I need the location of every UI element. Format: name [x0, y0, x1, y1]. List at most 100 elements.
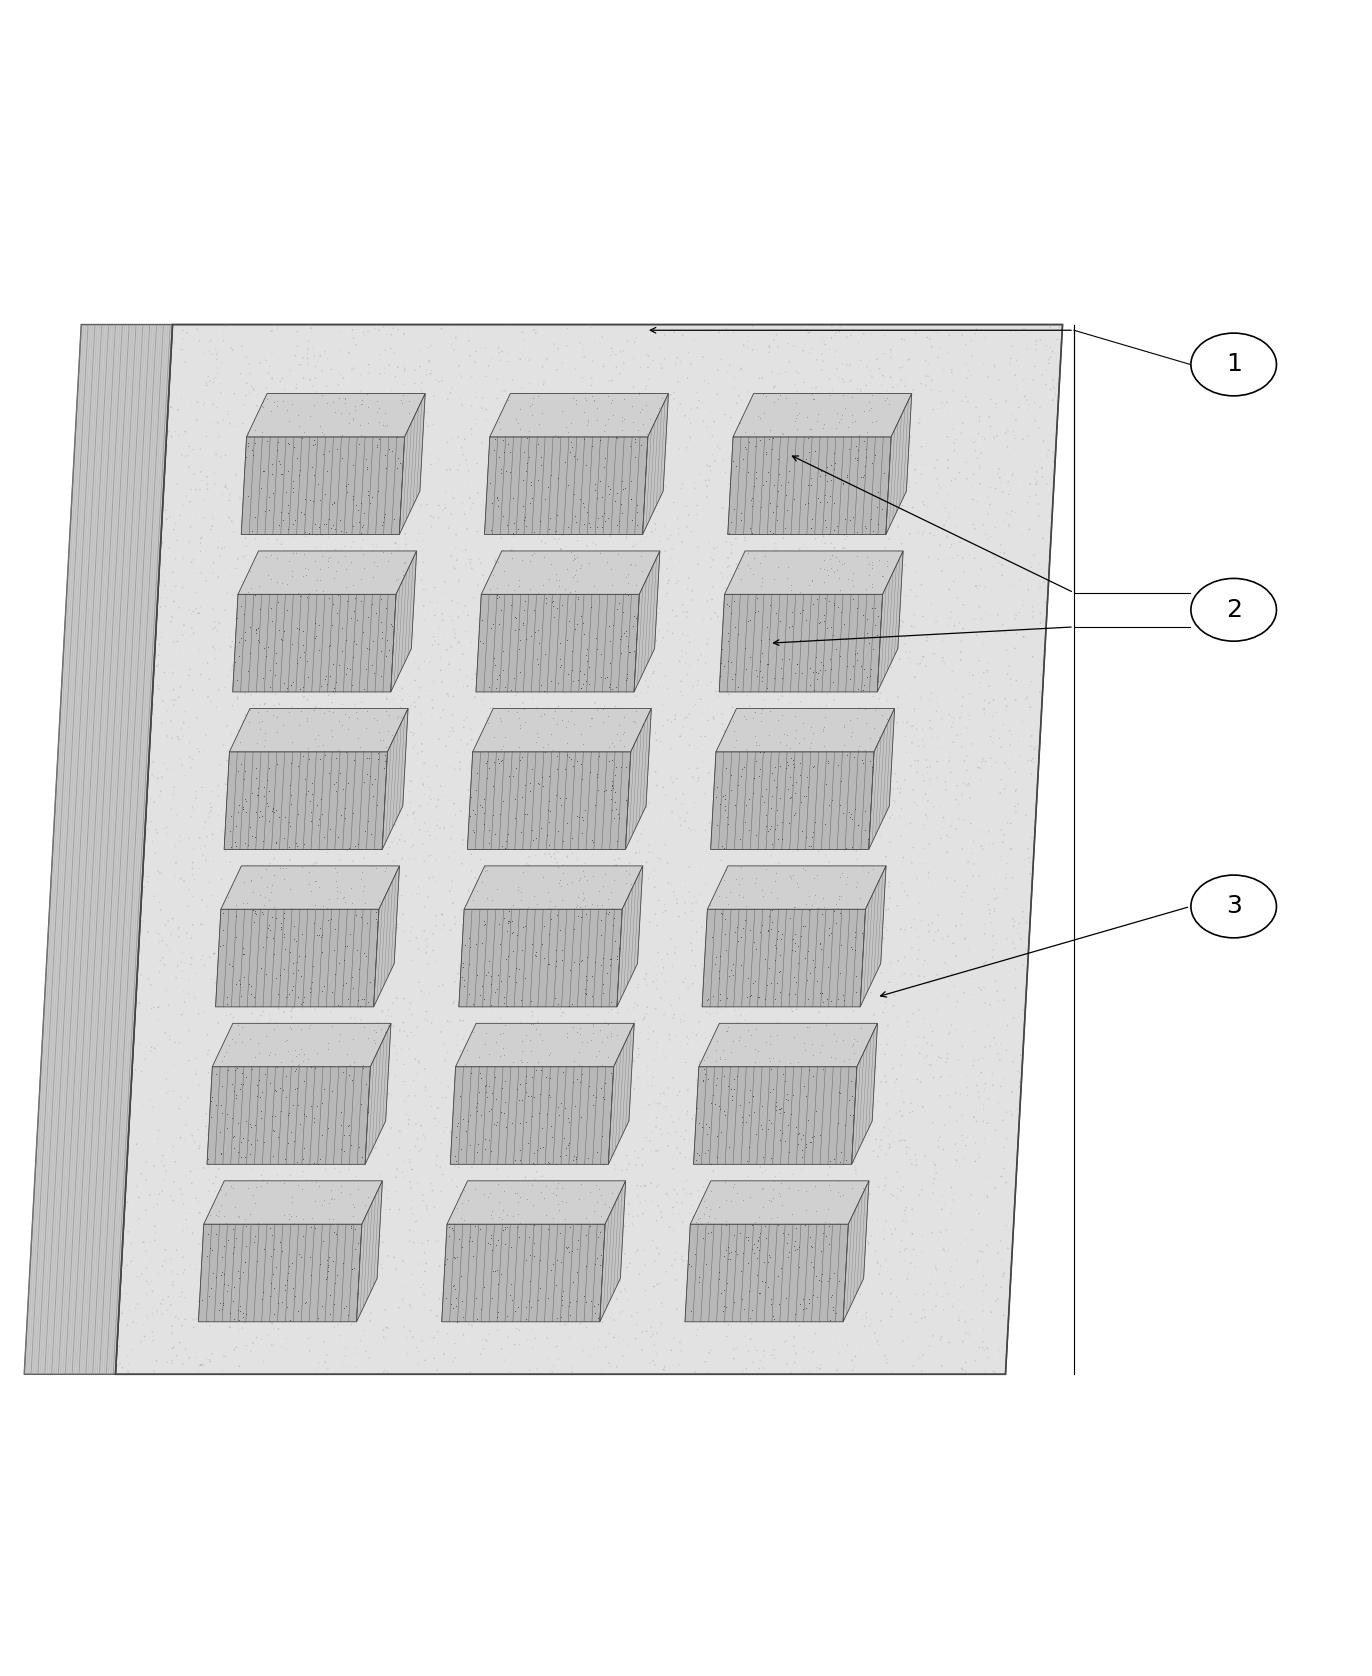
- Point: [819, 1110, 841, 1136]
- Point: [520, 756, 542, 783]
- Point: [261, 1007, 283, 1034]
- Point: [774, 877, 796, 903]
- Point: [204, 365, 226, 392]
- Point: [261, 939, 283, 965]
- Point: [718, 545, 740, 572]
- Point: [558, 560, 580, 587]
- Point: [432, 1161, 454, 1188]
- Point: [484, 1086, 506, 1113]
- Point: [833, 1044, 855, 1071]
- Point: [499, 592, 521, 618]
- Point: [579, 1177, 601, 1203]
- Point: [925, 843, 947, 870]
- Point: [211, 1099, 233, 1126]
- Point: [800, 1223, 822, 1250]
- Point: [853, 427, 875, 454]
- Point: [856, 655, 878, 682]
- Point: [300, 1262, 322, 1289]
- Point: [497, 908, 519, 935]
- Polygon shape: [600, 1182, 626, 1322]
- Point: [874, 1172, 896, 1198]
- Point: [823, 516, 845, 543]
- Point: [753, 1212, 775, 1239]
- Point: [203, 550, 225, 577]
- Point: [307, 679, 329, 706]
- Point: [715, 937, 737, 964]
- Point: [309, 747, 331, 774]
- Point: [380, 540, 402, 566]
- Point: [825, 1027, 847, 1054]
- Point: [553, 701, 575, 727]
- Point: [510, 1088, 532, 1115]
- Point: [982, 553, 1004, 580]
- Point: [288, 944, 310, 970]
- Point: [338, 602, 359, 628]
- Point: [265, 1078, 287, 1104]
- Point: [232, 1259, 254, 1285]
- Point: [449, 1225, 471, 1252]
- Point: [856, 620, 878, 647]
- Point: [775, 565, 797, 592]
- Point: [398, 401, 420, 427]
- Point: [885, 1069, 907, 1096]
- Point: [586, 406, 608, 432]
- Point: [300, 905, 322, 932]
- Point: [573, 975, 595, 1002]
- Point: [830, 932, 852, 959]
- Point: [170, 823, 192, 850]
- Point: [598, 367, 620, 394]
- Point: [355, 1244, 377, 1270]
- Point: [988, 550, 1010, 577]
- Point: [235, 1064, 257, 1091]
- Point: [981, 753, 1003, 779]
- Point: [147, 1125, 169, 1151]
- Point: [668, 1106, 690, 1133]
- Point: [711, 649, 733, 675]
- Point: [542, 1220, 564, 1247]
- Point: [815, 1128, 837, 1155]
- Point: [952, 592, 974, 618]
- Point: [556, 659, 578, 685]
- Point: [167, 952, 189, 979]
- Point: [394, 370, 416, 397]
- Point: [436, 1245, 458, 1272]
- Point: [534, 721, 556, 747]
- Point: [417, 950, 439, 977]
- Point: [904, 1254, 926, 1280]
- Point: [288, 1217, 310, 1244]
- Point: [783, 516, 805, 543]
- Point: [841, 409, 863, 436]
- Point: [803, 659, 825, 685]
- Point: [506, 1192, 528, 1218]
- Point: [545, 597, 567, 623]
- Point: [567, 747, 589, 774]
- Point: [632, 1301, 654, 1327]
- Point: [273, 535, 295, 561]
- Point: [726, 588, 748, 615]
- Point: [778, 1111, 800, 1138]
- Point: [671, 474, 693, 501]
- Point: [601, 1120, 623, 1146]
- Point: [720, 536, 742, 563]
- Point: [895, 392, 916, 419]
- Polygon shape: [608, 1024, 634, 1165]
- Point: [885, 1066, 907, 1093]
- Point: [182, 835, 204, 861]
- Point: [517, 1083, 539, 1110]
- Point: [901, 850, 923, 877]
- Point: [259, 1041, 281, 1068]
- Point: [670, 813, 691, 840]
- Point: [708, 959, 730, 985]
- Point: [281, 1004, 303, 1031]
- Point: [431, 600, 453, 627]
- Point: [816, 717, 838, 744]
- Point: [298, 1108, 320, 1135]
- Point: [465, 1306, 487, 1332]
- Point: [907, 520, 929, 546]
- Point: [273, 627, 295, 654]
- Point: [759, 625, 781, 652]
- Point: [450, 798, 472, 825]
- Point: [321, 979, 343, 1006]
- Point: [900, 424, 922, 451]
- Point: [645, 627, 667, 654]
